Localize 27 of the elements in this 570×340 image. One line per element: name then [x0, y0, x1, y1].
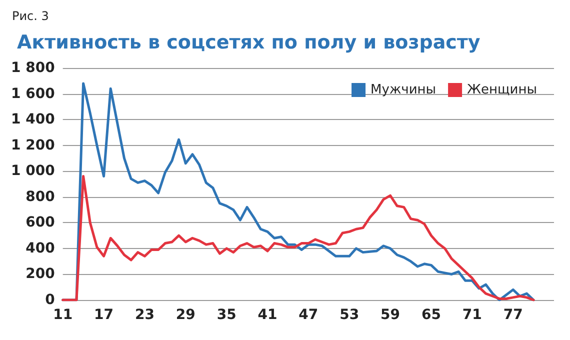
x-tick-label: 23: [134, 307, 154, 323]
x-tick-label: 35: [216, 307, 236, 323]
x-tick-label: 65: [421, 307, 441, 323]
x-tick-label: 47: [298, 307, 318, 323]
legend-label: Мужчины: [370, 82, 436, 98]
y-tick-label: 0: [45, 292, 56, 308]
y-tick-label: 400: [26, 240, 56, 256]
x-tick-label: 41: [258, 307, 278, 323]
y-tick-label: 1 800: [10, 60, 56, 76]
y-tick-label: 1 000: [10, 163, 56, 180]
x-tick-label: 77: [503, 307, 523, 323]
y-tick-label: 1 200: [10, 137, 56, 154]
x-tick-label: 11: [53, 307, 73, 323]
chart-title: Активность в соцсетях по полу и возрасту: [17, 32, 481, 54]
y-tick-label: 1 400: [10, 112, 56, 128]
x-tick-label: 17: [94, 307, 114, 323]
text: Рис. 3: [12, 9, 49, 23]
x-tick-label: 53: [340, 307, 360, 323]
y-tick-label: 1 600: [10, 86, 56, 102]
x-tick-label: 29: [176, 307, 196, 323]
line-series: [62, 175, 535, 302]
legend-label: Женщины: [467, 82, 538, 98]
y-tick-label: 200: [26, 266, 56, 282]
y-tick-label: 800: [26, 188, 56, 205]
x-tick-label: 59: [380, 307, 400, 323]
y-tick-label: 600: [26, 214, 56, 231]
x-tick-label: 71: [462, 307, 482, 323]
